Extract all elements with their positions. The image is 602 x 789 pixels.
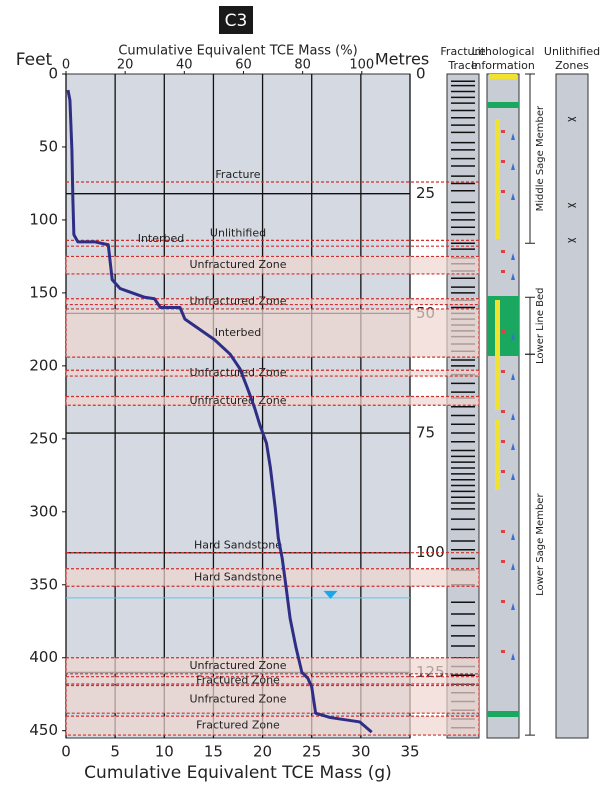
lithology-feature <box>501 370 505 373</box>
panel-title: Information <box>471 59 535 72</box>
zone-label: Fractured Zone <box>196 673 280 686</box>
zone-label: Fracture <box>215 168 260 181</box>
zone-label: Unfractured Zone <box>189 394 286 407</box>
y-tick-label: 50 <box>39 137 58 155</box>
lithology-feature <box>501 470 505 473</box>
unit-bracket <box>525 74 535 243</box>
x2-tick-label: 20 <box>117 58 134 73</box>
zone-label: Interbed <box>215 326 262 339</box>
lithology-feature <box>495 119 500 239</box>
y-axis-label: Feet <box>16 50 53 70</box>
x-tick-label: 35 <box>400 743 419 761</box>
y-tick-label: 250 <box>29 429 58 447</box>
unit-label: Lower Sage Member <box>535 493 546 596</box>
y-tick-label: 200 <box>29 356 58 374</box>
x2-tick-label: 100 <box>349 58 374 73</box>
y2-tick-label: 75 <box>416 424 435 442</box>
x2-tick-label: 60 <box>235 58 252 73</box>
y-tick-label: 150 <box>29 283 58 301</box>
unit-label: Middle Sage Member <box>535 105 546 211</box>
x-tick-label: 15 <box>204 743 223 761</box>
zone-label: Hard Sandstone <box>194 539 282 552</box>
unit-bracket <box>525 354 535 735</box>
figure: C3 Feet Metres Cumulative Equivalent TCE… <box>0 0 602 789</box>
y-tick-label: 400 <box>29 648 58 666</box>
lithology-feature <box>487 711 519 717</box>
y-tick-label: 100 <box>29 210 58 228</box>
lithology-feature <box>495 420 500 490</box>
lithology-feature <box>501 190 505 193</box>
x2-tick-label: 0 <box>62 58 70 73</box>
x-tick-label: 0 <box>61 743 71 761</box>
lithology-column <box>487 74 519 738</box>
y-tick-label: 350 <box>29 575 58 593</box>
unlithified-column <box>556 74 588 738</box>
panel-title: Lithological <box>472 45 535 58</box>
lithology-feature <box>501 330 505 333</box>
lithology-feature <box>501 410 505 413</box>
lithology-feature <box>501 160 505 163</box>
lithology-feature <box>501 600 505 603</box>
lithology-feature <box>501 270 505 273</box>
zone-label: Unfractured Zone <box>189 295 286 308</box>
zone-label: Unfractured Zone <box>189 659 286 672</box>
x2-axis-label: Cumulative Equivalent TCE Mass (%) <box>118 44 357 59</box>
x2-tick-label: 80 <box>294 58 311 73</box>
x-axis-label: Cumulative Equivalent TCE Mass (g) <box>84 763 392 783</box>
y2-tick-label: 0 <box>416 65 426 83</box>
y-tick-label: 450 <box>29 721 58 739</box>
title: C3 <box>225 11 248 31</box>
lithology-feature <box>487 102 519 108</box>
x-tick-label: 5 <box>110 743 120 761</box>
unit-bracket <box>525 297 535 354</box>
y2-tick-label: 25 <box>416 184 435 202</box>
zone-label: Unfractured Zone <box>189 258 286 271</box>
zone-band <box>66 309 479 357</box>
lithology-feature <box>501 650 505 653</box>
y-tick-label: 0 <box>48 65 58 83</box>
unit-label: Lower Line Bed <box>535 287 546 364</box>
lithology-feature <box>501 130 505 133</box>
x-tick-label: 30 <box>351 743 370 761</box>
x-tick-label: 20 <box>253 743 272 761</box>
zone-label: Fractured Zone <box>196 719 280 732</box>
y2-tick-label: 100 <box>416 543 445 561</box>
x2-tick-label: 40 <box>176 58 193 73</box>
lithology-feature <box>501 250 505 253</box>
lithology-feature <box>487 296 519 356</box>
lithology-feature <box>501 560 505 563</box>
x-tick-label: 10 <box>155 743 174 761</box>
lithology-feature <box>501 530 505 533</box>
panel-title: Zones <box>555 59 589 72</box>
lithology-feature <box>501 440 505 443</box>
zone-label: Unlithified <box>210 226 266 239</box>
zone-label: Unfractured Zone <box>189 692 286 705</box>
lithology-feature <box>489 74 517 79</box>
zone-label: Hard Sandstone <box>194 570 282 583</box>
y-tick-label: 300 <box>29 502 58 520</box>
lithology-feature <box>495 300 500 410</box>
zone-label: Interbed <box>138 232 185 245</box>
panel-title: Unlithified <box>544 45 600 58</box>
x-tick-label: 25 <box>302 743 321 761</box>
